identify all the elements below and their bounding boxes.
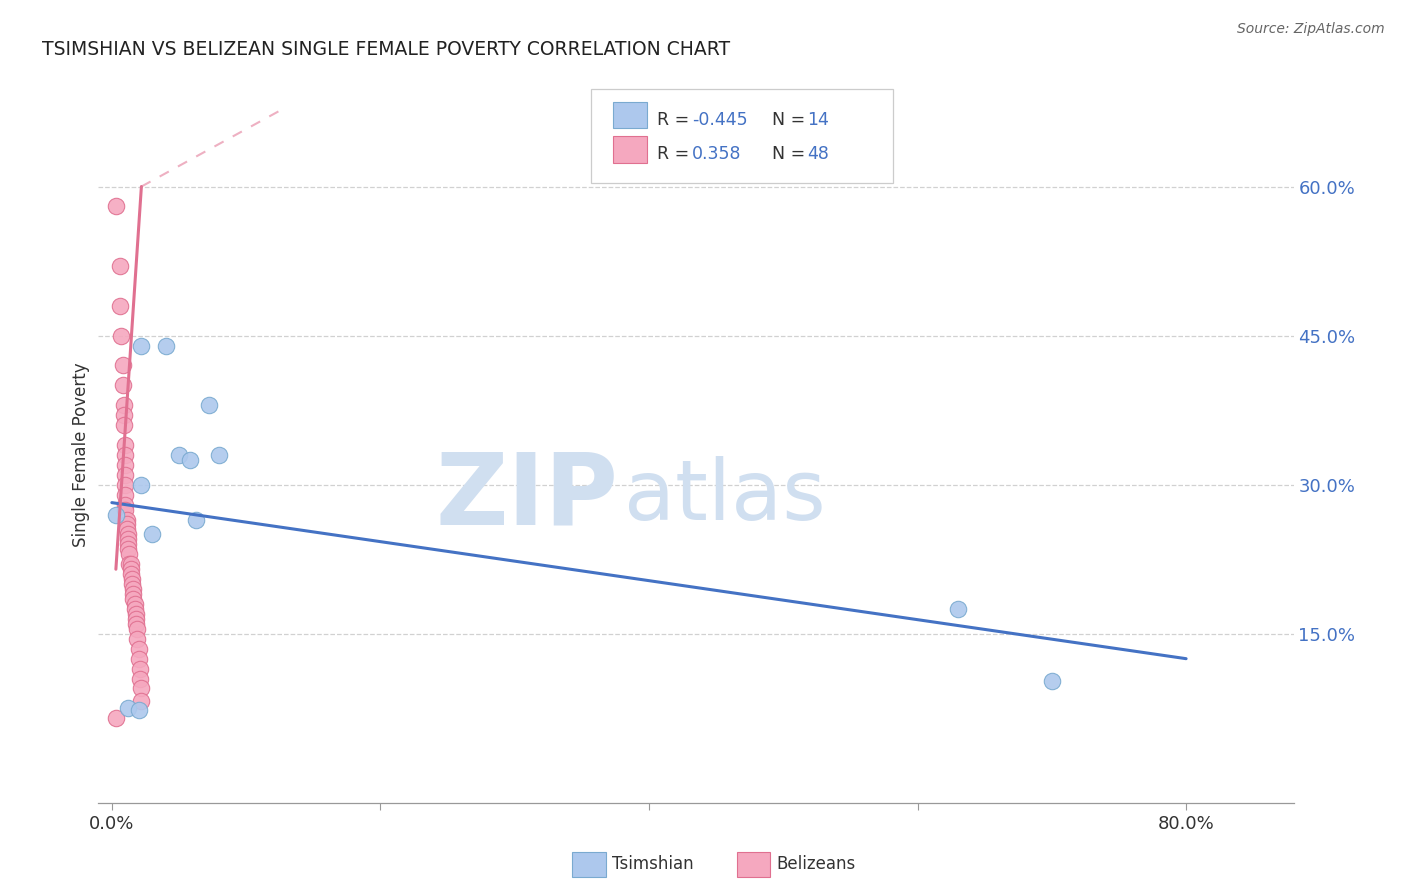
Point	[117, 542, 139, 557]
Point	[179, 453, 201, 467]
Point	[104, 508, 127, 522]
Point	[108, 299, 131, 313]
Point	[112, 408, 135, 422]
Point	[114, 477, 136, 491]
Text: N =: N =	[772, 111, 811, 128]
Text: Belizeans: Belizeans	[776, 855, 855, 873]
Point	[114, 458, 136, 472]
Point	[112, 418, 135, 433]
Point	[111, 378, 134, 392]
Y-axis label: Single Female Poverty: Single Female Poverty	[72, 363, 90, 547]
Point	[104, 711, 127, 725]
Point	[120, 558, 142, 572]
Point	[131, 477, 153, 491]
Text: N =: N =	[772, 145, 811, 163]
Point	[120, 567, 142, 582]
Point	[124, 597, 146, 611]
Point	[118, 558, 141, 572]
Text: 48: 48	[807, 145, 830, 163]
Point	[114, 502, 136, 516]
Point	[121, 577, 143, 591]
Point	[125, 612, 148, 626]
Point	[197, 398, 219, 412]
Point	[118, 547, 141, 561]
Point	[112, 398, 135, 412]
Point	[114, 467, 136, 482]
Point	[208, 448, 231, 462]
Text: 0.358: 0.358	[692, 145, 741, 163]
Point	[117, 537, 139, 551]
Text: ZIP: ZIP	[436, 448, 619, 545]
Point	[115, 523, 138, 537]
Point	[121, 572, 143, 586]
Text: TSIMSHIAN VS BELIZEAN SINGLE FEMALE POVERTY CORRELATION CHART: TSIMSHIAN VS BELIZEAN SINGLE FEMALE POVE…	[42, 40, 730, 59]
Point	[122, 587, 145, 601]
Point	[128, 641, 150, 656]
Point	[120, 562, 142, 576]
Point	[128, 651, 150, 665]
Text: atlas: atlas	[624, 456, 825, 537]
Point	[114, 448, 136, 462]
Point	[117, 701, 139, 715]
Point	[104, 199, 127, 213]
Point	[131, 681, 153, 696]
Point	[127, 632, 149, 646]
Point	[167, 448, 190, 462]
Text: -0.445: -0.445	[692, 111, 748, 128]
Point	[141, 527, 163, 541]
Point	[129, 672, 152, 686]
Point	[131, 694, 153, 708]
Point	[155, 338, 177, 352]
Point	[115, 512, 138, 526]
Point	[122, 592, 145, 607]
Point	[125, 607, 148, 621]
Point	[186, 512, 208, 526]
Point	[1040, 673, 1063, 688]
Point	[114, 498, 136, 512]
Point	[110, 328, 132, 343]
Text: Tsimshian: Tsimshian	[612, 855, 693, 873]
Point	[946, 602, 969, 616]
Point	[114, 438, 136, 452]
Point	[117, 527, 139, 541]
Point	[117, 533, 139, 547]
Point	[131, 338, 153, 352]
Point	[115, 517, 138, 532]
Text: R =: R =	[657, 111, 695, 128]
Point	[128, 703, 150, 717]
Text: R =: R =	[657, 145, 700, 163]
Point	[111, 359, 134, 373]
Point	[122, 582, 145, 596]
Point	[129, 662, 152, 676]
Point	[114, 488, 136, 502]
Point	[124, 602, 146, 616]
Text: 14: 14	[807, 111, 830, 128]
Point	[125, 616, 148, 631]
Point	[108, 259, 131, 273]
Text: Source: ZipAtlas.com: Source: ZipAtlas.com	[1237, 22, 1385, 37]
Point	[127, 622, 149, 636]
